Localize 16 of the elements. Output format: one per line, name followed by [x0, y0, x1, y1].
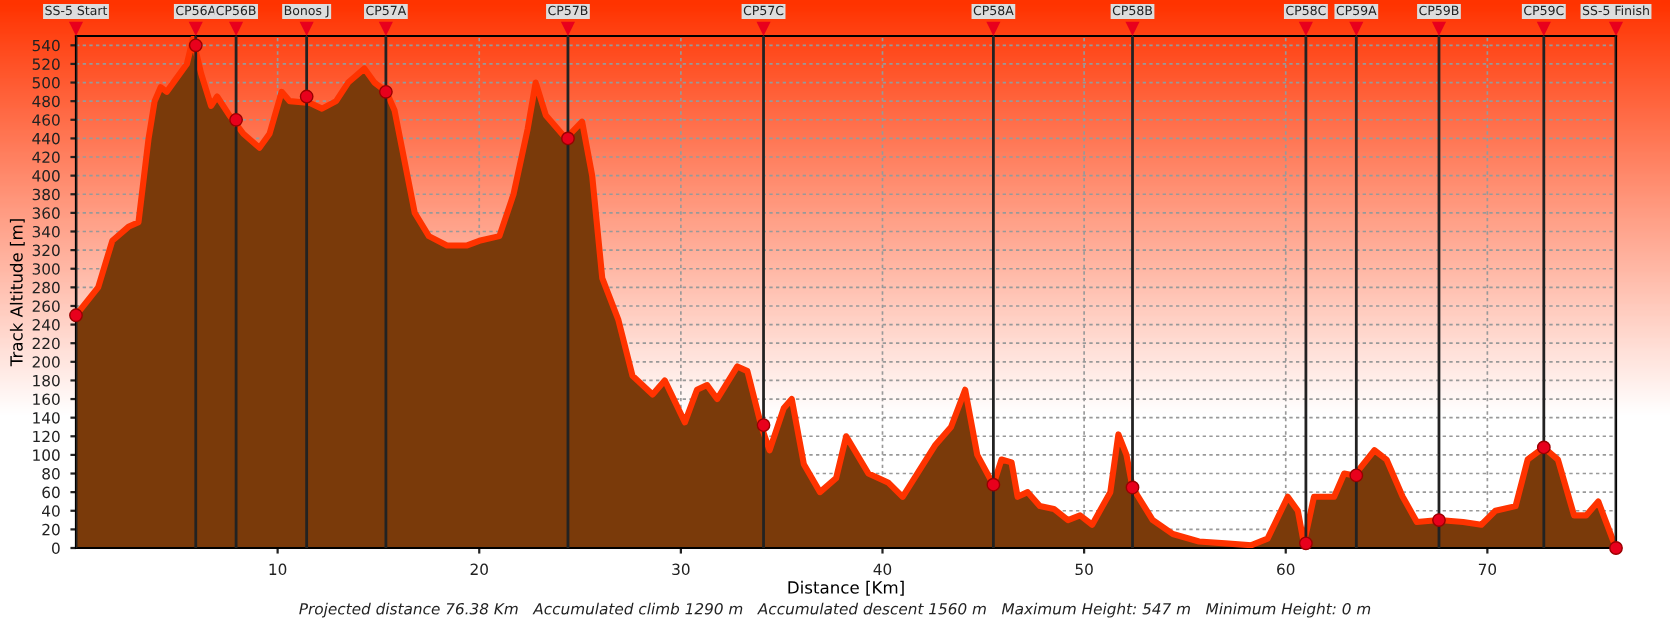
- point: [188, 38, 203, 53]
- point: [69, 308, 83, 323]
- y-axis-title: Track Altitude [m]: [9, 219, 25, 367]
- point: [299, 89, 314, 104]
- point: [1349, 468, 1364, 483]
- point: [229, 112, 243, 127]
- point: [1298, 536, 1313, 551]
- x-axis-title: Distance [Km]: [788, 580, 904, 596]
- point: [1125, 480, 1140, 495]
- point: [561, 131, 575, 146]
- point: [1432, 513, 1446, 527]
- point: [378, 84, 393, 99]
- point: [986, 477, 1001, 492]
- point: [1609, 541, 1623, 555]
- point: [756, 418, 771, 433]
- point: [1536, 440, 1551, 455]
